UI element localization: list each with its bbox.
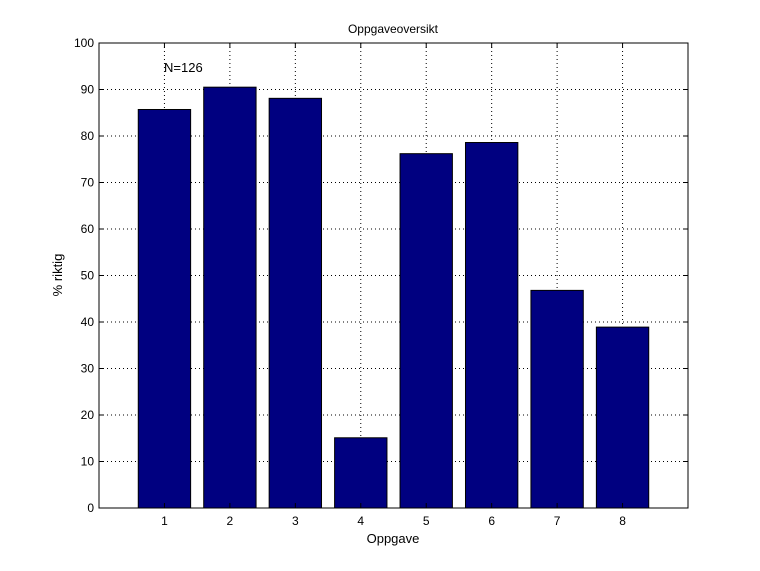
y-tick-label: 40 — [81, 315, 95, 329]
x-tick-label: 1 — [161, 514, 168, 528]
chart-title: Oppgaveoversikt — [348, 22, 439, 36]
y-tick-label: 60 — [81, 222, 95, 236]
bar-2 — [203, 86, 257, 509]
bar-5 — [399, 153, 453, 509]
x-axis-label: Oppgave — [367, 531, 420, 546]
sample-size-annotation: N=126 — [164, 60, 203, 75]
bar-4 — [334, 437, 388, 509]
y-tick-label: 100 — [74, 36, 94, 50]
y-tick-label: 90 — [81, 83, 95, 97]
y-axis-label: % riktig — [50, 254, 65, 297]
y-tick-label: 10 — [81, 455, 95, 469]
bar-7 — [530, 289, 584, 509]
y-tick-label: 50 — [81, 269, 95, 283]
tick-labels: 0 10 20 30 40 50 60 70 80 90 100 1 2 3 4 5 6 7 8 — [74, 36, 626, 528]
bar-3 — [268, 97, 323, 509]
bar-1 — [137, 108, 192, 509]
y-tick-label: 80 — [81, 129, 95, 143]
bars — [137, 86, 650, 509]
plot-area — [99, 43, 688, 508]
x-tick-label: 3 — [292, 514, 299, 528]
bar-8 — [595, 326, 650, 509]
tick-marks — [99, 42, 688, 509]
y-tick-label: 20 — [81, 408, 95, 422]
x-tick-label: 4 — [357, 514, 364, 528]
bar-6 — [464, 142, 519, 509]
x-tick-label: 2 — [227, 514, 234, 528]
x-tick-label: 7 — [554, 514, 561, 528]
y-tick-label: 70 — [81, 176, 95, 190]
y-tick-label: 30 — [81, 362, 95, 376]
x-tick-label: 6 — [488, 514, 495, 528]
y-tick-label: 0 — [87, 501, 94, 515]
x-tick-label: 5 — [423, 514, 430, 528]
x-tick-label: 8 — [619, 514, 626, 528]
